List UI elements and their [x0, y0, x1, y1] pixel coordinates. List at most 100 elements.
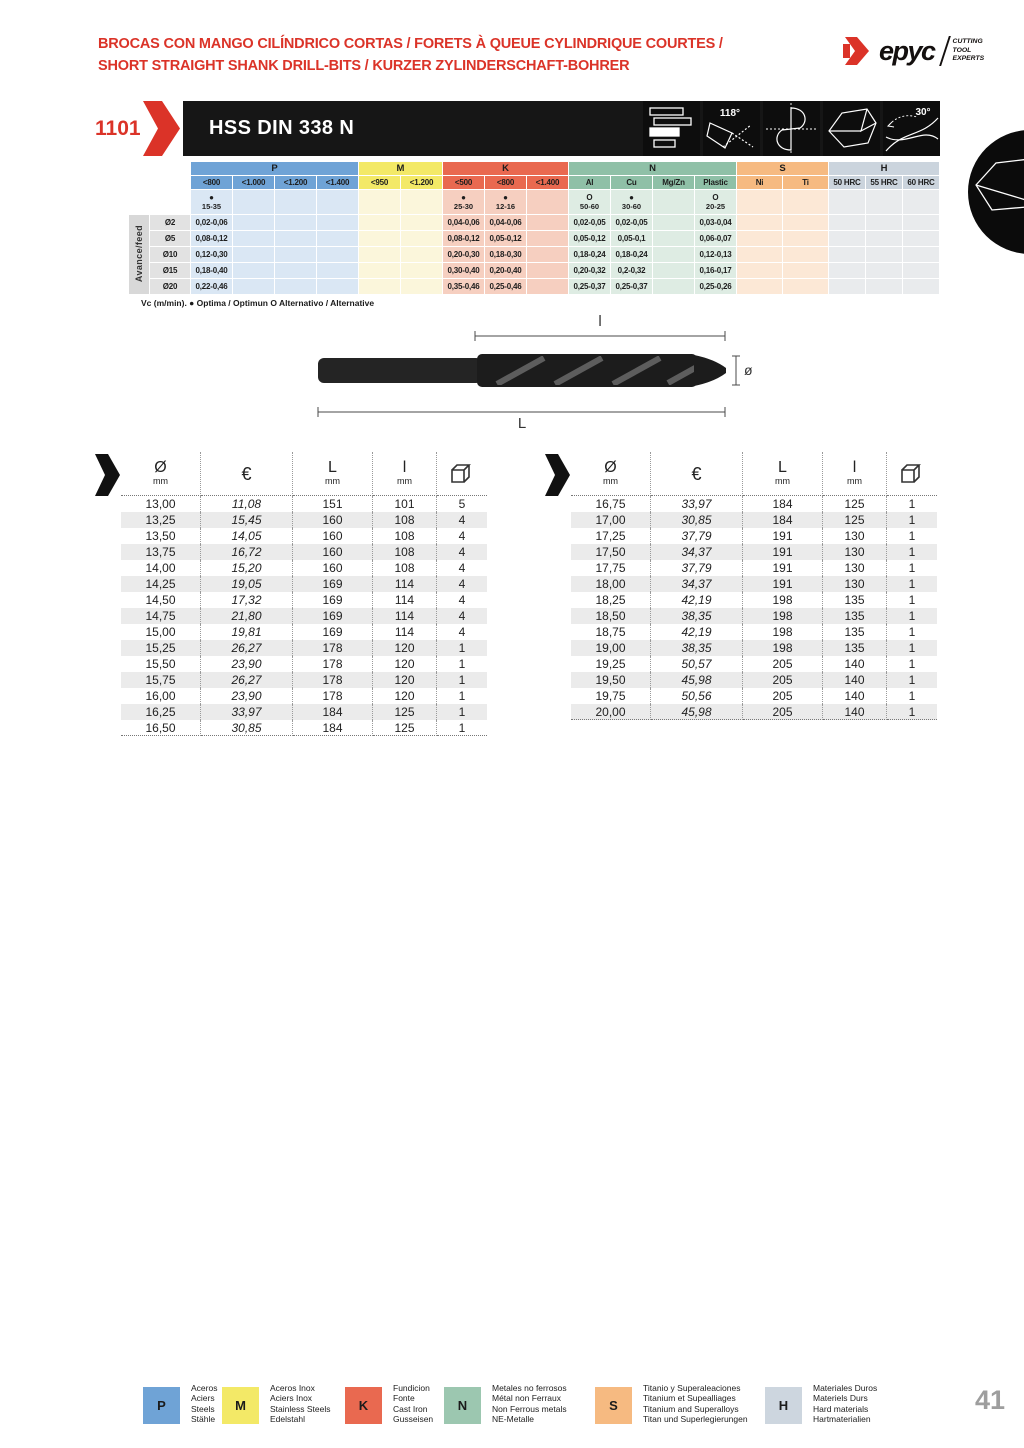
price-cell: 50,56	[651, 688, 743, 704]
legend-swatch: N	[444, 1387, 481, 1424]
feed-subheader: Mg/Zn	[653, 176, 694, 189]
package-icon	[451, 463, 471, 483]
feed-value-cell	[903, 263, 939, 278]
feed-value-cell	[233, 215, 274, 230]
price-cell: 19,05	[201, 576, 293, 592]
feed-value-cell	[737, 215, 782, 230]
feed-marker-cell	[275, 190, 316, 214]
price-cell: 15,20	[201, 560, 293, 576]
feed-subheader: <1.000	[233, 176, 274, 189]
price-cell: 45,98	[651, 672, 743, 688]
price-cell: 108	[373, 560, 437, 576]
feed-value-cell	[359, 231, 400, 246]
price-cell: 114	[373, 624, 437, 640]
bar-graph-icon	[643, 101, 700, 156]
price-cell: 169	[293, 592, 373, 608]
feed-subheader: <800	[191, 176, 232, 189]
price-cell: 14,25	[121, 576, 201, 592]
feed-value-cell	[401, 215, 442, 230]
price-cell: 37,79	[651, 560, 743, 576]
legend-text: Materiales Duros Materiels Durs Hard mat…	[813, 1383, 878, 1425]
price-cell: 23,90	[201, 656, 293, 672]
feed-marker-cell	[653, 190, 694, 214]
price-cell: 114	[373, 576, 437, 592]
price-cell: 205	[743, 672, 823, 688]
feed-value-cell: 0,06-0,07	[695, 231, 736, 246]
feed-diameter-label: Ø20	[150, 279, 190, 294]
feed-value-cell	[783, 231, 828, 246]
price-cell: 108	[373, 512, 437, 528]
drill-tip-icon	[823, 101, 880, 156]
feed-value-cell	[783, 247, 828, 262]
feed-value-cell: 0,25-0,37	[569, 279, 610, 294]
feed-value-cell	[866, 231, 902, 246]
feed-marker-cell: O 20-25	[695, 190, 736, 214]
feed-value-cell	[401, 263, 442, 278]
price-cell: 1	[908, 689, 916, 703]
drill-point-badge	[968, 130, 1024, 254]
feed-value-cell	[275, 279, 316, 294]
feed-value-cell: 0,35-0,46	[443, 279, 484, 294]
feed-subheader: <1.400	[317, 176, 358, 189]
feed-subheader: Ti	[783, 176, 828, 189]
price-cell: 114	[373, 608, 437, 624]
price-cell: 26,27	[201, 672, 293, 688]
legend-text: Titanio y Superaleaciones Titanium et Su…	[643, 1383, 748, 1425]
price-cell: 135	[823, 608, 887, 624]
price-cell: 18,50	[571, 608, 651, 624]
feed-value-cell	[527, 247, 568, 262]
legend-item-P: P Aceros Aciers Steels Stähle	[143, 1383, 217, 1424]
diameter-label: ø	[744, 362, 753, 378]
price-cell: 160	[293, 512, 373, 528]
feed-value-cell: 0,18-0,30	[485, 247, 526, 262]
legend-text: Aceros Inox Aciers Inox Stainless Steels…	[270, 1383, 331, 1425]
feed-subheader: <950	[359, 176, 400, 189]
feed-value-cell	[783, 279, 828, 294]
price-cell: 140	[823, 704, 887, 720]
price-cell: 4	[458, 529, 466, 543]
page-title-line1: BROCAS CON MANGO CILÍNDRICO CORTAS / FOR…	[98, 36, 723, 52]
feed-value-cell: 0,18-0,24	[569, 247, 610, 262]
col-header-flute-length: l mm	[823, 452, 887, 496]
price-cell: 21,80	[201, 608, 293, 624]
price-cell: 135	[823, 624, 887, 640]
price-cell: 38,35	[651, 608, 743, 624]
price-cell: 18,75	[571, 624, 651, 640]
price-cell: 1	[908, 561, 916, 575]
price-cell: 1	[458, 689, 466, 703]
price-cell: 45,98	[651, 704, 743, 720]
feed-marker-cell	[359, 190, 400, 214]
feed-value-cell	[401, 279, 442, 294]
feed-value-cell	[233, 263, 274, 278]
price-cell: 15,75	[121, 672, 201, 688]
feed-value-cell	[527, 215, 568, 230]
drill-bit-image	[318, 354, 726, 387]
feed-subheader: Ni	[737, 176, 782, 189]
feed-value-cell	[653, 215, 694, 230]
price-cell: 33,97	[651, 496, 743, 512]
price-cell: 191	[743, 544, 823, 560]
legend-item-K: K Fundicion Fonte Cast Iron Gusseisen	[345, 1383, 433, 1424]
feed-value-cell	[737, 263, 782, 278]
price-cell: 205	[743, 656, 823, 672]
feed-value-cell	[653, 279, 694, 294]
feed-value-cell: 0,18-0,40	[191, 263, 232, 278]
price-cell: 191	[743, 528, 823, 544]
price-cell: 1	[908, 625, 916, 639]
feed-subheader: <1.400	[527, 176, 568, 189]
feed-value-cell	[653, 247, 694, 262]
price-cell: 108	[373, 528, 437, 544]
feed-side-label: Avance/feed	[129, 215, 149, 294]
price-cell: 1	[887, 576, 937, 592]
feed-value-cell: 0,05-0,12	[569, 231, 610, 246]
feed-subheader: 60 HRC	[903, 176, 939, 189]
feed-group-header: S	[737, 162, 828, 175]
price-cell: 15,00	[121, 624, 201, 640]
feed-value-cell	[866, 279, 902, 294]
price-cell: 160	[293, 544, 373, 560]
price-cell: 125	[823, 512, 887, 528]
feed-diameter-label: Ø15	[150, 263, 190, 278]
feed-value-cell	[829, 263, 865, 278]
